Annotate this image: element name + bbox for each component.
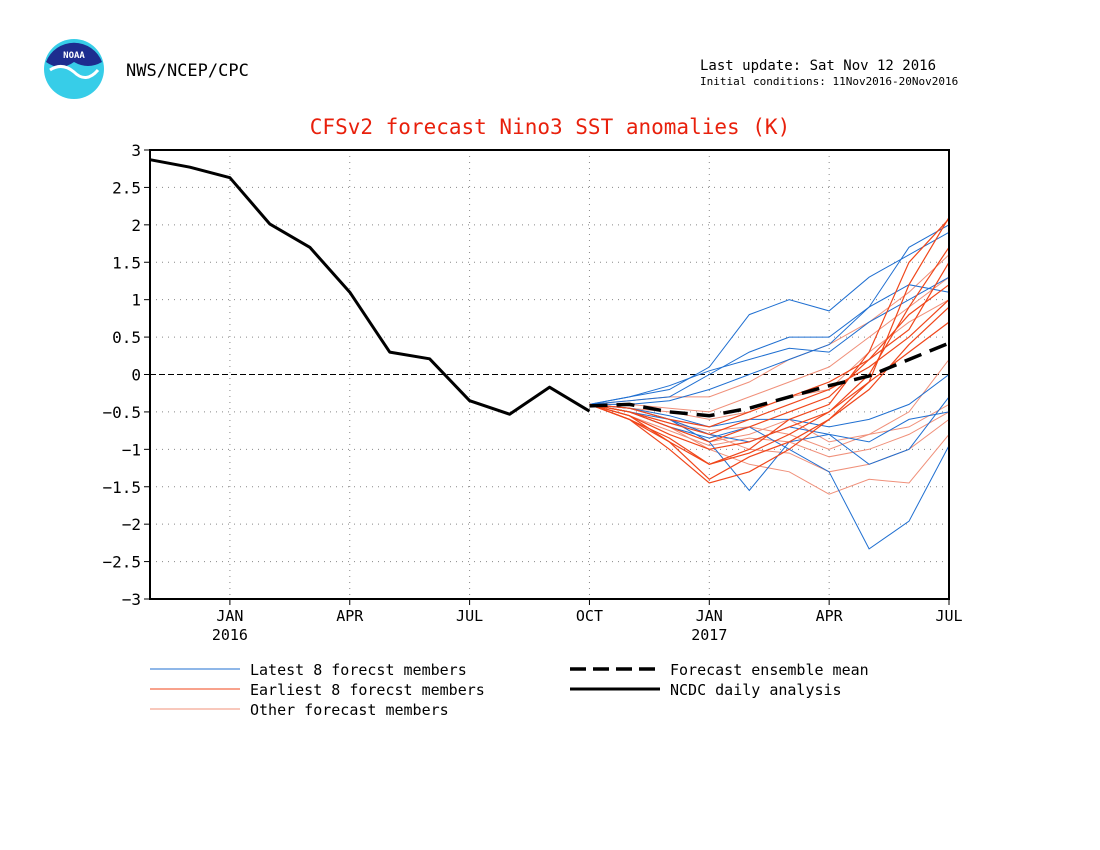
analysis-line bbox=[149, 158, 591, 416]
grid bbox=[150, 150, 950, 599]
y-tick-label: −1.5 bbox=[102, 478, 141, 497]
noaa-logo-text: NOAA bbox=[63, 51, 85, 61]
x-tick-year-label: 2016 bbox=[212, 626, 248, 644]
y-tick-label: −0.5 bbox=[102, 403, 141, 422]
y-tick-label: 1.5 bbox=[112, 253, 141, 272]
legend: Latest 8 forecst members Earliest 8 forec… bbox=[150, 661, 869, 719]
axes: −3−2.5−2−1.5−1−0.500.511.522.53JAN2016AP… bbox=[102, 141, 962, 644]
earliest-member-line bbox=[589, 299, 950, 436]
legend-label-earliest: Earliest 8 forecst members bbox=[250, 681, 485, 699]
latest-member-line bbox=[589, 276, 950, 405]
other-member-line bbox=[589, 403, 950, 458]
x-tick-label: APR bbox=[336, 607, 364, 625]
earliest-member-line bbox=[589, 246, 950, 465]
main-lines bbox=[149, 158, 950, 418]
latest-member-line bbox=[589, 284, 950, 405]
x-tick-label: APR bbox=[816, 607, 844, 625]
x-tick-label: JUL bbox=[456, 607, 483, 625]
y-tick-label: 1 bbox=[131, 291, 141, 310]
ensemble-mean-line bbox=[589, 341, 950, 418]
legend-label-other: Other forecast members bbox=[250, 701, 449, 719]
latest-member-line bbox=[589, 224, 950, 405]
y-tick-label: −2.5 bbox=[102, 553, 141, 572]
y-tick-label: −2 bbox=[122, 515, 141, 534]
x-tick-label: JAN bbox=[216, 607, 243, 625]
noaa-logo-wave bbox=[49, 65, 100, 79]
latest-member-line bbox=[589, 231, 950, 405]
earliest-member-line bbox=[589, 306, 950, 484]
last-update-label: Last update: Sat Nov 12 2016 bbox=[700, 58, 936, 74]
legend-label-mean: Forecast ensemble mean bbox=[670, 661, 869, 679]
x-tick-label: JAN bbox=[696, 607, 723, 625]
noaa-logo-top bbox=[46, 42, 102, 67]
noaa-logo: NOAA bbox=[44, 39, 104, 99]
y-tick-label: 2 bbox=[131, 216, 141, 235]
y-tick-label: −3 bbox=[122, 590, 141, 609]
chart-title: CFSv2 forecast Nino3 SST anomalies (K) bbox=[310, 115, 790, 139]
x-tick-label: JUL bbox=[935, 607, 962, 625]
y-tick-label: 3 bbox=[131, 141, 141, 160]
earliest-member-line bbox=[589, 261, 950, 428]
y-tick-label: −1 bbox=[122, 440, 141, 459]
forecast-members bbox=[589, 217, 950, 550]
x-tick-year-label: 2017 bbox=[691, 626, 727, 644]
x-tick-label: OCT bbox=[576, 607, 603, 625]
agency-label: NWS/NCEP/CPC bbox=[126, 61, 249, 81]
y-tick-label: 2.5 bbox=[112, 178, 141, 197]
y-tick-label: 0 bbox=[131, 366, 141, 385]
initial-conditions-label: Initial conditions: 11Nov2016-20Nov2016 bbox=[700, 75, 958, 88]
legend-label-latest: Latest 8 forecst members bbox=[250, 661, 467, 679]
other-member-line bbox=[589, 276, 950, 413]
y-tick-label: 0.5 bbox=[112, 328, 141, 347]
earliest-member-line bbox=[589, 284, 950, 443]
legend-label-analysis: NCDC daily analysis bbox=[670, 681, 842, 699]
